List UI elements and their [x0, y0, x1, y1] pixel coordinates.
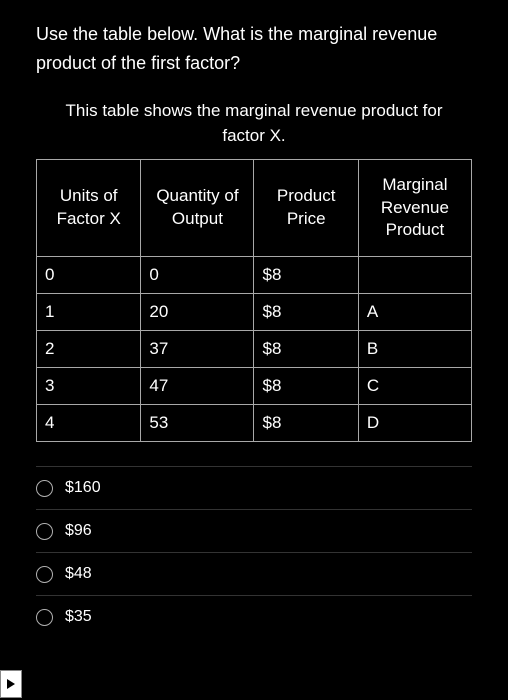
table-cell: $8 — [254, 294, 358, 331]
table-cell: $8 — [254, 331, 358, 368]
answer-options: $160 $96 $48 $35 — [36, 466, 472, 638]
option-label: $96 — [65, 522, 92, 540]
table-cell: 3 — [37, 368, 141, 405]
table-cell — [358, 257, 471, 294]
table-cell: 37 — [141, 331, 254, 368]
play-icon — [7, 679, 15, 689]
option-1[interactable]: $96 — [36, 509, 472, 552]
table-cell: $8 — [254, 368, 358, 405]
radio-icon — [36, 523, 53, 540]
table-header: Quantity of Output — [141, 159, 254, 257]
question-container: Use the table below. What is the margina… — [0, 0, 508, 648]
option-0[interactable]: $160 — [36, 466, 472, 509]
play-button[interactable] — [0, 670, 22, 698]
table-cell: 20 — [141, 294, 254, 331]
table-cell: 53 — [141, 405, 254, 442]
option-3[interactable]: $35 — [36, 595, 472, 638]
radio-icon — [36, 480, 53, 497]
option-label: $160 — [65, 479, 101, 497]
radio-icon — [36, 609, 53, 626]
table-cell: $8 — [254, 257, 358, 294]
question-text: Use the table below. What is the margina… — [36, 20, 472, 78]
table-header: Marginal Revenue Product — [358, 159, 471, 257]
data-table: Units of Factor X Quantity of Output Pro… — [36, 159, 472, 443]
table-row: 1 20 $8 A — [37, 294, 472, 331]
table-cell: 47 — [141, 368, 254, 405]
table-header-row: Units of Factor X Quantity of Output Pro… — [37, 159, 472, 257]
table-row: 3 47 $8 C — [37, 368, 472, 405]
option-label: $48 — [65, 565, 92, 583]
table-row: 0 0 $8 — [37, 257, 472, 294]
option-label: $35 — [65, 608, 92, 626]
table-caption: This table shows the marginal revenue pr… — [36, 98, 472, 149]
table-cell: $8 — [254, 405, 358, 442]
table-row: 4 53 $8 D — [37, 405, 472, 442]
table-cell: C — [358, 368, 471, 405]
table-cell: 0 — [37, 257, 141, 294]
table-row: 2 37 $8 B — [37, 331, 472, 368]
option-2[interactable]: $48 — [36, 552, 472, 595]
table-cell: D — [358, 405, 471, 442]
table-cell: 0 — [141, 257, 254, 294]
table-cell: B — [358, 331, 471, 368]
table-cell: 2 — [37, 331, 141, 368]
table-cell: A — [358, 294, 471, 331]
table-header: Units of Factor X — [37, 159, 141, 257]
radio-icon — [36, 566, 53, 583]
table-cell: 4 — [37, 405, 141, 442]
table-header: Product Price — [254, 159, 358, 257]
table-body: 0 0 $8 1 20 $8 A 2 37 $8 B 3 47 $8 C — [37, 257, 472, 442]
table-cell: 1 — [37, 294, 141, 331]
